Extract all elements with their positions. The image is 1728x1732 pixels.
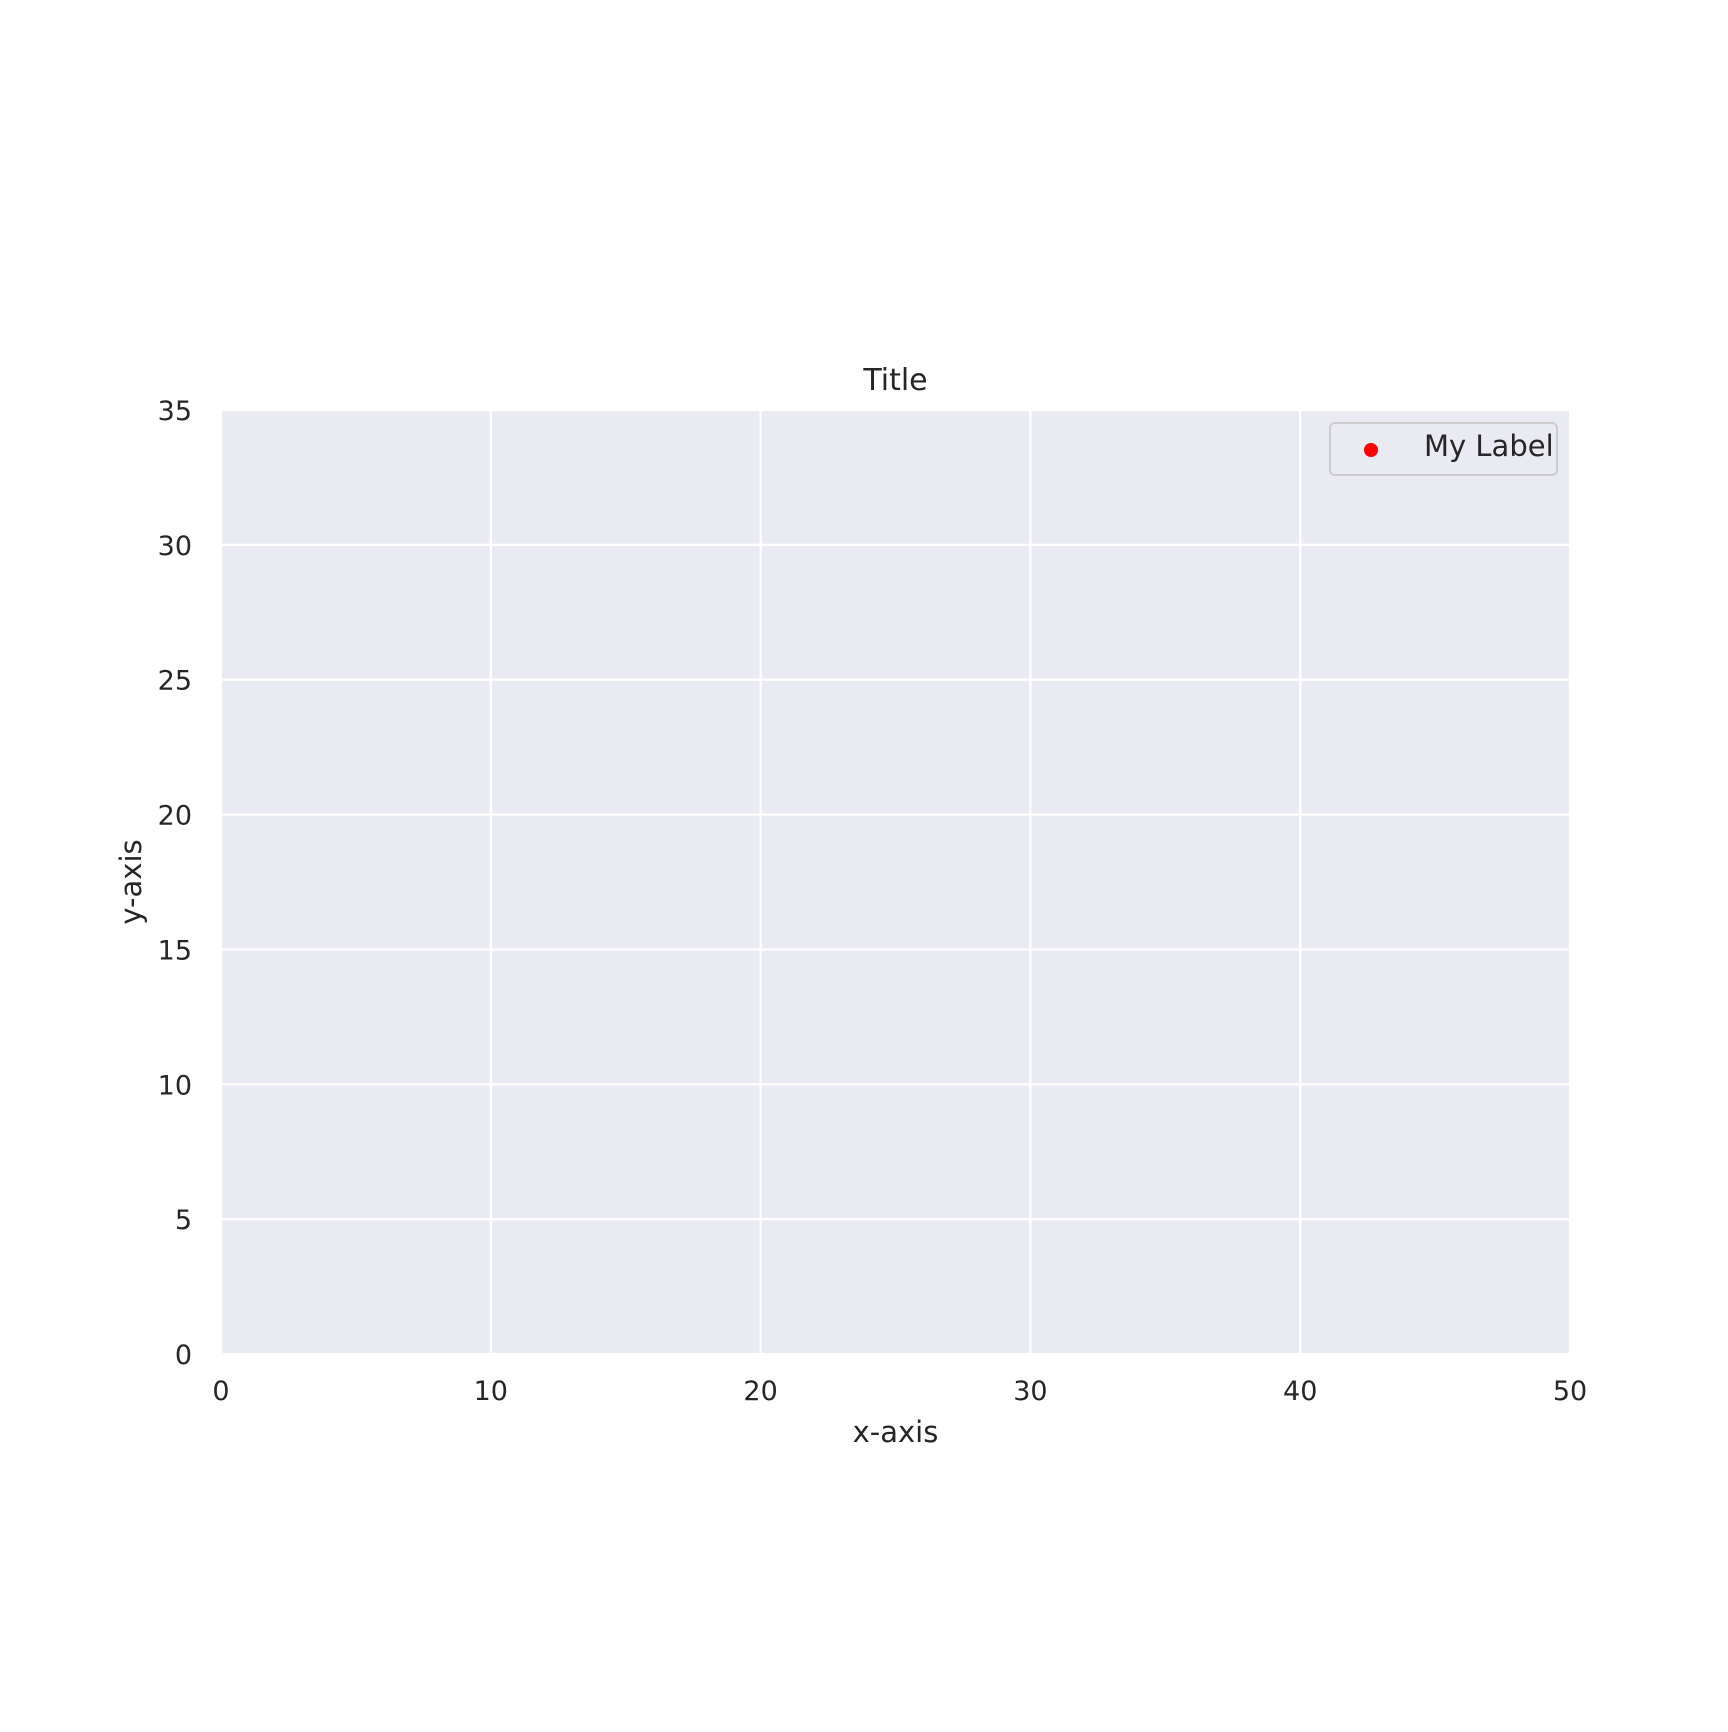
legend-label: My Label: [1424, 429, 1554, 463]
x-tick-labels: 0 10 20 30 40 50: [212, 1376, 1587, 1407]
legend-marker: [1364, 443, 1378, 457]
x-tick-label: 50: [1553, 1376, 1587, 1407]
y-tick-label: 0: [175, 1340, 192, 1371]
y-tick-label: 20: [158, 801, 192, 832]
x-tick-label: 0: [212, 1376, 229, 1407]
chart-title: Title: [862, 363, 927, 398]
y-axis-label: y-axis: [114, 839, 148, 924]
x-axis-label: x-axis: [853, 1415, 939, 1449]
grid-lines: [219, 408, 1572, 1356]
y-tick-label: 5: [175, 1205, 192, 1236]
y-tick-label: 10: [158, 1070, 192, 1101]
y-tick-label: 25: [158, 666, 192, 697]
x-tick-label: 20: [743, 1376, 777, 1407]
y-tick-labels: 0 5 10 15 20 25 30 35: [158, 396, 192, 1371]
x-tick-label: 30: [1013, 1376, 1047, 1407]
y-tick-label: 30: [158, 531, 192, 562]
x-tick-label: 10: [474, 1376, 508, 1407]
y-tick-label: 15: [158, 935, 192, 966]
legend-box: [1329, 422, 1558, 476]
x-tick-label: 40: [1283, 1376, 1317, 1407]
plot-area: [221, 410, 1570, 1354]
y-tick-label: 35: [158, 396, 192, 427]
legend: My Label: [1329, 422, 1558, 476]
